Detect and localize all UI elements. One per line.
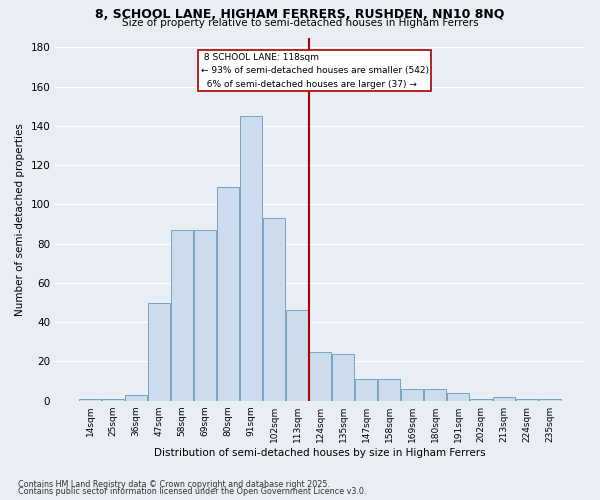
Text: Contains public sector information licensed under the Open Government Licence v3: Contains public sector information licen… xyxy=(18,487,367,496)
Bar xyxy=(79,398,101,400)
Bar xyxy=(332,354,354,401)
Text: Contains HM Land Registry data © Crown copyright and database right 2025.: Contains HM Land Registry data © Crown c… xyxy=(18,480,330,489)
Bar xyxy=(286,310,308,400)
Bar xyxy=(378,379,400,400)
Bar xyxy=(424,389,446,400)
Bar xyxy=(240,116,262,401)
Bar xyxy=(148,302,170,400)
X-axis label: Distribution of semi-detached houses by size in Higham Ferrers: Distribution of semi-detached houses by … xyxy=(154,448,486,458)
Bar xyxy=(447,393,469,400)
Y-axis label: Number of semi-detached properties: Number of semi-detached properties xyxy=(15,122,25,316)
Bar xyxy=(125,395,147,400)
Bar xyxy=(263,218,285,400)
Bar xyxy=(539,398,561,400)
Bar xyxy=(171,230,193,400)
Bar xyxy=(401,389,423,400)
Text: 8 SCHOOL LANE: 118sqm
← 93% of semi-detached houses are smaller (542)
  6% of se: 8 SCHOOL LANE: 118sqm ← 93% of semi-deta… xyxy=(200,53,428,88)
Bar xyxy=(102,398,124,400)
Bar xyxy=(309,352,331,401)
Text: Size of property relative to semi-detached houses in Higham Ferrers: Size of property relative to semi-detach… xyxy=(122,18,478,28)
Bar xyxy=(355,379,377,400)
Bar xyxy=(194,230,216,400)
Bar xyxy=(493,397,515,400)
Bar xyxy=(217,186,239,400)
Bar xyxy=(516,398,538,400)
Text: 8, SCHOOL LANE, HIGHAM FERRERS, RUSHDEN, NN10 8NQ: 8, SCHOOL LANE, HIGHAM FERRERS, RUSHDEN,… xyxy=(95,8,505,20)
Bar xyxy=(470,398,492,400)
